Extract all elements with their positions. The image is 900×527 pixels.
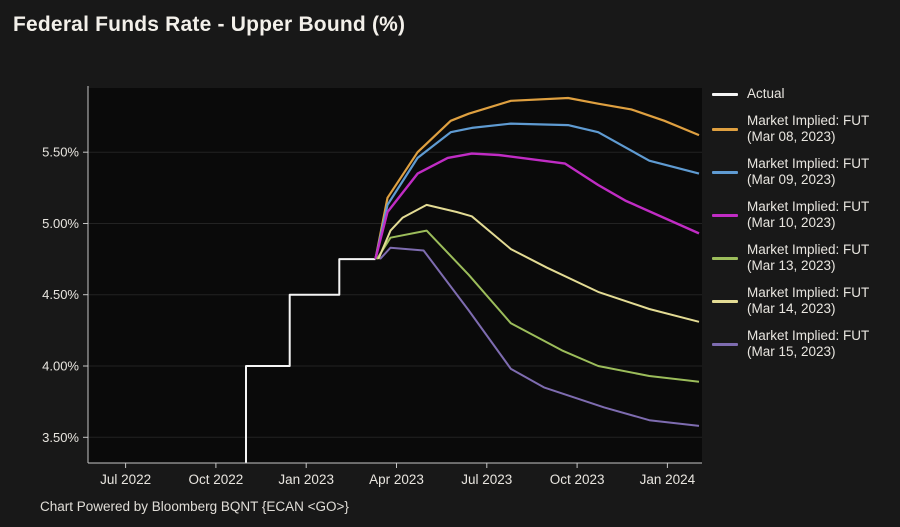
x-tick-label: Jul 2023 — [461, 472, 512, 487]
legend-item-fut-mar-13: Market Implied: FUT (Mar 13, 2023) — [712, 242, 898, 275]
legend-label-line: (Mar 13, 2023) — [747, 258, 836, 273]
legend-label-line: (Mar 15, 2023) — [747, 344, 836, 359]
legend-swatch-fut-mar-14 — [712, 299, 738, 303]
legend-swatch-fut-mar-15 — [712, 342, 738, 346]
legend-label-line: Market Implied: FUT — [747, 284, 870, 300]
legend-swatch-fut-mar-08 — [712, 127, 738, 131]
legend-label-line: (Mar 09, 2023) — [747, 172, 836, 187]
legend-item-fut-mar-14: Market Implied: FUT (Mar 14, 2023) — [712, 285, 898, 318]
legend-label-fut-mar-09: Market Implied: FUT (Mar 09, 2023) — [747, 156, 869, 189]
series-fut-mar-09-2023 — [374, 122, 700, 260]
legend-swatch-fut-mar-10 — [712, 213, 738, 217]
legend-item-fut-mar-10: Market Implied: FUT (Mar 10, 2023) — [712, 199, 898, 232]
legend-item-fut-mar-09: Market Implied: FUT (Mar 09, 2023) — [712, 156, 898, 189]
legend-item-actual: Actual — [712, 86, 898, 103]
plot-area — [88, 88, 702, 463]
legend-label-line: Market Implied: FUT — [747, 327, 870, 343]
legend-label-fut-mar-08: Market Implied: FUT (Mar 08, 2023) — [747, 113, 869, 146]
x-tick-label: Oct 2023 — [550, 472, 605, 487]
y-tick-label: 3.50% — [42, 430, 79, 445]
legend-label-line: (Mar 10, 2023) — [747, 215, 836, 230]
page-title: Federal Funds Rate - Upper Bound (%) — [13, 13, 406, 36]
legend-label-fut-mar-13: Market Implied: FUT (Mar 13, 2023) — [747, 242, 869, 275]
legend: Actual Market Implied: FUT (Mar 08, 2023… — [712, 86, 898, 361]
series-fut-mar-15-2023 — [379, 246, 700, 427]
legend-swatch-actual — [712, 92, 738, 96]
series-fut-mar-13-2023 — [376, 229, 700, 383]
x-tick-label: Oct 2022 — [189, 472, 244, 487]
legend-label-actual: Actual — [747, 86, 785, 103]
x-tick-label: Jan 2023 — [278, 472, 334, 487]
series-actual — [245, 258, 376, 463]
y-tick-label: 5.00% — [42, 216, 79, 231]
legend-label-fut-mar-10: Market Implied: FUT (Mar 10, 2023) — [747, 199, 869, 232]
legend-label-line: Market Implied: FUT — [747, 241, 870, 257]
x-tick-label: Jan 2024 — [640, 472, 696, 487]
series-fut-mar-08-2023 — [374, 96, 700, 260]
legend-label-fut-mar-14: Market Implied: FUT (Mar 14, 2023) — [747, 285, 869, 318]
legend-swatch-fut-mar-09 — [712, 170, 738, 174]
legend-label-line: Market Implied: FUT — [747, 155, 870, 171]
legend-label-line: Market Implied: FUT — [747, 112, 870, 128]
series-fut-mar-14-2023 — [377, 203, 700, 323]
legend-swatch-fut-mar-13 — [712, 256, 738, 260]
legend-label-line: (Mar 14, 2023) — [747, 301, 836, 316]
x-tick-label: Apr 2023 — [369, 472, 424, 487]
legend-label-line: Market Implied: FUT — [747, 198, 870, 214]
legend-item-fut-mar-15: Market Implied: FUT (Mar 15, 2023) — [712, 328, 898, 361]
legend-label-line: Actual — [747, 86, 785, 101]
legend-label-fut-mar-15: Market Implied: FUT (Mar 15, 2023) — [747, 328, 869, 361]
y-tick-label: 5.50% — [42, 145, 79, 160]
y-tick-label: 4.00% — [42, 359, 79, 374]
legend-item-fut-mar-08: Market Implied: FUT (Mar 08, 2023) — [712, 113, 898, 146]
legend-label-line: (Mar 08, 2023) — [747, 129, 836, 144]
series-fut-mar-10-2023 — [374, 152, 700, 260]
x-tick-label: Jul 2022 — [100, 472, 151, 487]
chart-footer: Chart Powered by Bloomberg BQNT {ECAN <G… — [40, 499, 349, 514]
y-tick-label: 4.50% — [42, 287, 79, 302]
